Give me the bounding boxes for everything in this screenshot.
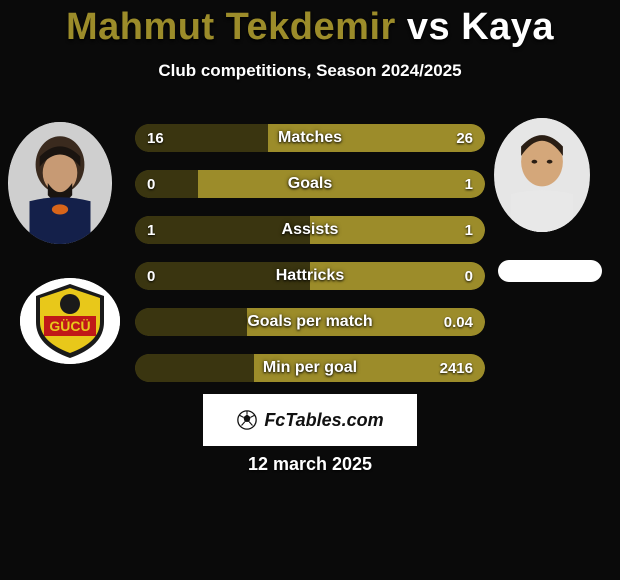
player1-name: Mahmut Tekdemir — [66, 6, 396, 48]
player1-club-badge: GÜCÜ — [20, 278, 120, 364]
stat-fill-left — [135, 354, 254, 382]
stat-row: Min per goal2416 — [135, 354, 485, 382]
stat-row: Goals01 — [135, 170, 485, 198]
stat-fill-left — [135, 124, 268, 152]
stat-fill-right — [247, 308, 485, 336]
player2-name: Kaya — [461, 6, 554, 48]
stat-fill-right — [310, 216, 485, 244]
soccer-ball-icon — [236, 409, 258, 431]
stat-fill-left — [135, 262, 310, 290]
vs-text: vs — [407, 6, 450, 48]
stat-row: Assists11 — [135, 216, 485, 244]
stat-fill-right — [268, 124, 485, 152]
stat-fill-right — [198, 170, 485, 198]
stat-fill-left — [135, 170, 198, 198]
stat-row: Hattricks00 — [135, 262, 485, 290]
comparison-title: Mahmut Tekdemir vs Kaya — [0, 0, 620, 49]
subtitle: Club competitions, Season 2024/2025 — [0, 61, 620, 81]
stat-row: Goals per match0.04 — [135, 308, 485, 336]
stat-fill-left — [135, 216, 310, 244]
svg-text:GÜCÜ: GÜCÜ — [49, 318, 90, 334]
fctables-badge: FcTables.com — [203, 394, 417, 446]
player2-avatar — [494, 118, 590, 232]
stat-row: Matches1626 — [135, 124, 485, 152]
stats-container: Matches1626 Goals01 Assists11 Hattricks00 Go… — [135, 124, 485, 400]
player2-club-badge — [498, 260, 602, 282]
brand-text: FcTables.com — [264, 410, 383, 431]
stat-fill-right — [254, 354, 485, 382]
stat-fill-right — [310, 262, 485, 290]
player1-avatar — [8, 122, 112, 244]
date-text: 12 march 2025 — [0, 454, 620, 475]
stat-fill-left — [135, 308, 247, 336]
